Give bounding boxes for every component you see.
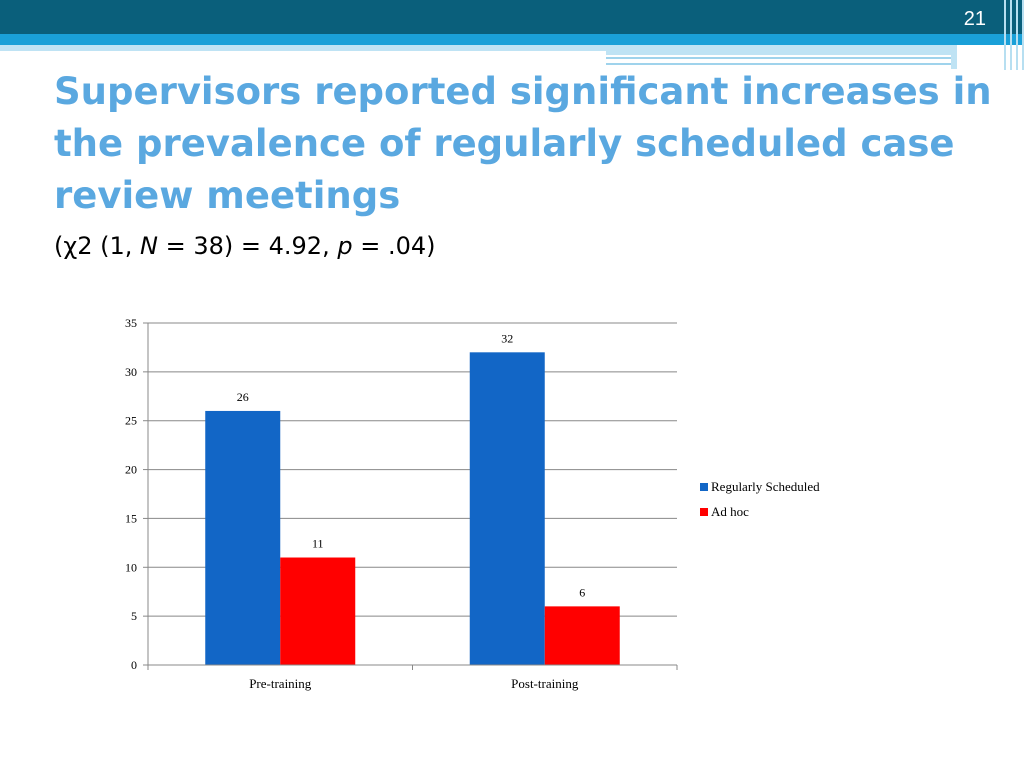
bar (544, 606, 620, 665)
n-symbol: N (140, 232, 158, 260)
header-band-light (0, 45, 606, 51)
p-symbol: p (337, 232, 353, 260)
stat-part-1: 2 (1, (77, 232, 141, 260)
x-tick-label: Post-training (511, 676, 579, 691)
y-tick-label: 15 (125, 511, 137, 525)
stat-part-3: = .04) (352, 232, 436, 260)
y-tick-label: 5 (131, 609, 137, 623)
header-rule-lower (606, 63, 951, 65)
y-tick-label: 25 (125, 414, 137, 428)
x-tick-label: Pre-training (249, 676, 312, 691)
legend-swatch (700, 483, 708, 491)
stat-part-2: = 38) = 4.92, (158, 232, 338, 260)
header-band-light-right (606, 45, 951, 55)
slide-title: Supervisors reported significant increas… (54, 70, 992, 217)
header-stripes (1000, 0, 1024, 70)
bar (469, 352, 545, 665)
data-label: 26 (237, 390, 249, 404)
y-tick-label: 35 (125, 316, 137, 330)
y-tick-label: 20 (125, 463, 137, 477)
bar (280, 557, 356, 665)
slide-number: 21 (963, 8, 986, 30)
chi-symbol: χ (63, 232, 78, 260)
data-label: 32 (501, 331, 513, 345)
bar (205, 410, 281, 665)
header-band-blue (0, 34, 1024, 45)
legend-swatch (700, 508, 708, 516)
header-rule (606, 57, 951, 59)
y-tick-label: 30 (125, 365, 137, 379)
header-band-dark (0, 0, 1024, 34)
y-tick-label: 0 (131, 658, 137, 672)
bar-chart: 0 5 10 15 20 25 30 35 26 11 Pre-training 32 6 Post-tr… (125, 316, 820, 691)
data-label: 11 (312, 537, 324, 551)
stat-open: ( (54, 232, 64, 260)
legend-label: Regularly Scheduled (711, 479, 820, 494)
legend-label: Ad hoc (711, 504, 749, 519)
header-band-side (951, 45, 957, 69)
chi-square-statistic: (χ2 (1, N = 38) = 4.92, p = .04) (54, 228, 435, 264)
data-label: 6 (579, 585, 585, 599)
y-tick-label: 10 (125, 560, 137, 574)
